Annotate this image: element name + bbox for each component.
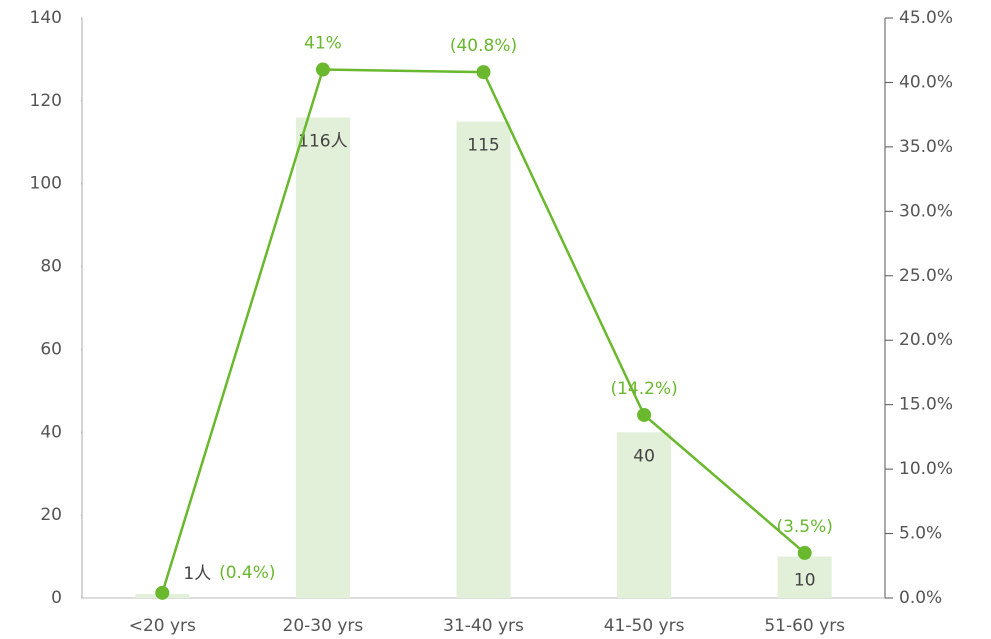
x-tick-label: 20-30 yrs [283,616,364,636]
y-tick-label: 20 [40,505,62,525]
y2-tick-label: 15.0% [899,395,953,415]
line-label: 41% [304,34,342,54]
point [315,62,330,77]
line-label: (0.4%) [219,563,275,583]
line-label: (40.8%) [450,36,517,56]
y2-tick-label: 45.0% [899,8,953,28]
x-tick-label: 41-50 yrs [604,616,685,636]
bar [777,556,832,598]
y-tick-label: 0 [51,588,62,608]
y2-tick-label: 20.0% [899,330,953,350]
y-tick-label: 60 [40,339,62,359]
point [155,585,170,600]
line-label: (3.5%) [776,517,832,537]
y-tick-label: 100 [30,174,62,194]
y2-tick-label: 10.0% [899,459,953,479]
bar-label: 1人 [183,564,211,584]
x-tick-label: 51-60 yrs [764,616,845,636]
y2-tick-label: 5.0% [899,524,942,544]
y2-tick-label: 0.0% [899,588,942,608]
bar-label: 116人 [298,131,347,151]
point [797,545,812,560]
line-label: (14.2%) [610,379,677,399]
y-tick-label: 120 [30,91,62,111]
bar [617,432,672,598]
bar-label: 40 [633,446,655,466]
bar-label: 115 [467,136,499,156]
point [476,65,491,80]
y2-tick-label: 35.0% [899,137,953,157]
y-tick-label: 40 [40,422,62,442]
point [637,407,652,422]
bar-label: 10 [794,571,816,591]
y-tick-label: 140 [30,8,62,28]
bar [295,117,350,598]
bar [456,121,511,599]
x-tick-label: 31-40 yrs [443,616,524,636]
y2-tick-label: 30.0% [899,201,953,221]
x-tick-label: <20 yrs [129,616,196,636]
y2-tick-label: 40.0% [899,72,953,92]
y-tick-label: 80 [40,257,62,277]
y2-tick-label: 25.0% [899,266,953,286]
